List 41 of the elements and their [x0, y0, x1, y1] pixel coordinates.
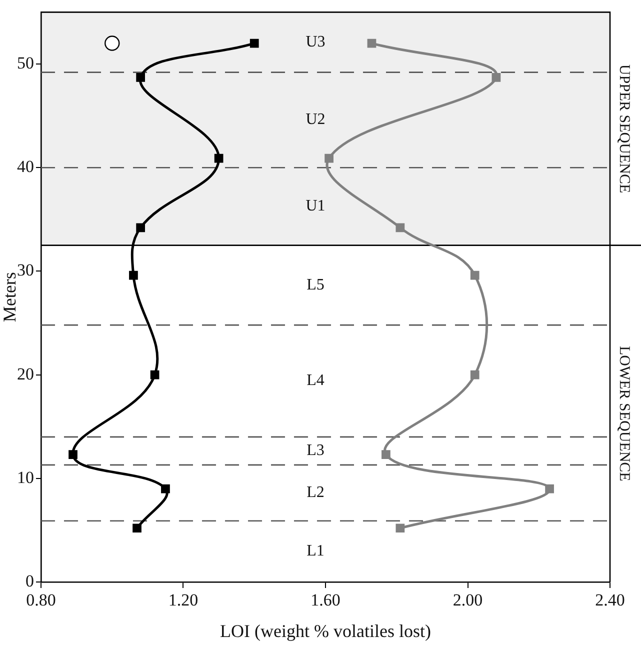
point [136, 223, 146, 232]
annotation: L4 [306, 372, 324, 390]
point [396, 524, 405, 533]
x-tick-label: 1.60 [310, 590, 340, 610]
point [250, 38, 259, 48]
point [492, 73, 501, 82]
annotation: L3 [306, 442, 324, 460]
point [129, 270, 138, 280]
annotation: L1 [306, 542, 324, 560]
point [324, 154, 334, 163]
annotation: L5 [306, 276, 324, 294]
point [104, 36, 120, 51]
point [132, 524, 142, 533]
x-tick-label: 0.80 [26, 590, 56, 610]
annotation: L2 [306, 484, 324, 502]
text: LOWER SEQUENCE [616, 346, 632, 482]
point [214, 154, 224, 163]
point [545, 484, 554, 494]
annotation: U3 [306, 33, 326, 50]
point [161, 484, 170, 494]
x-tick-label: 2.00 [452, 590, 483, 610]
x-axis-title: LOI (weight % volatiles lost) [220, 620, 431, 641]
point [470, 370, 480, 380]
point [367, 38, 376, 48]
x-tick-label: 1.20 [168, 590, 198, 610]
y-tick-label: 0 [26, 571, 34, 590]
point [382, 450, 390, 460]
x-tick-label: 2.40 [595, 590, 625, 610]
point [150, 370, 160, 380]
point [470, 270, 480, 280]
point [136, 73, 146, 82]
y-tick-label: 30 [17, 260, 34, 280]
annotation: U1 [306, 198, 326, 215]
point [396, 223, 405, 232]
annotation: U2 [306, 111, 326, 128]
point [68, 450, 78, 460]
y-tick-label: 20 [17, 364, 34, 384]
y-tick-label: 10 [17, 468, 34, 487]
y-tick-label: 40 [17, 157, 34, 176]
band-label: UPPER SEQUENCE [616, 64, 632, 194]
y-tick-label: 50 [17, 53, 34, 72]
